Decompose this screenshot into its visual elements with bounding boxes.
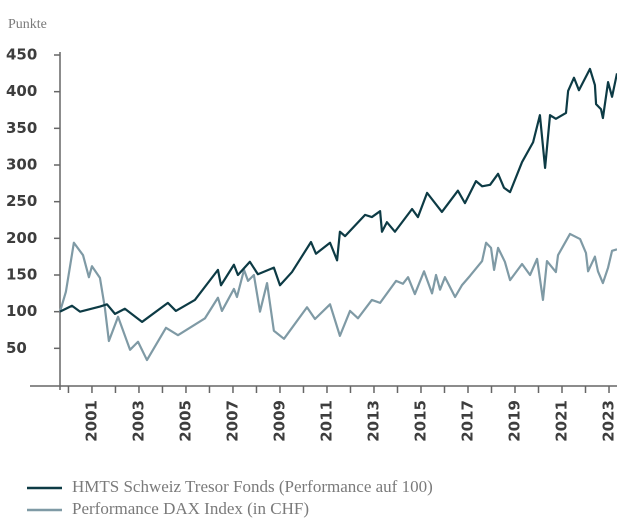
y-tick-label: 250 [6, 192, 37, 210]
x-tick-label: 2021 [553, 400, 571, 442]
y-tick-label: 50 [6, 339, 27, 357]
y-tick-label: 450 [6, 46, 37, 64]
legend-label: HMTS Schweiz Tresor Fonds (Performance a… [72, 477, 433, 496]
legend-label: Performance DAX Index (in CHF) [72, 499, 309, 518]
x-tick-label: 2015 [411, 400, 429, 442]
x-tick-label: 2017 [458, 400, 476, 442]
x-tick-label: 2001 [82, 400, 100, 442]
y-tick-label: 200 [6, 229, 37, 247]
x-tick-label: 2023 [600, 400, 617, 442]
y-axis-label: Punkte [8, 17, 47, 32]
x-tick-label: 2019 [506, 400, 524, 442]
y-tick-label: 350 [6, 119, 37, 137]
y-tick-label: 100 [6, 302, 37, 320]
x-tick-label: 2013 [364, 400, 382, 442]
x-tick-label: 2007 [223, 400, 241, 442]
x-tick-label: 2003 [129, 400, 147, 442]
y-tick-label: 400 [6, 82, 37, 100]
y-tick-label: 300 [6, 156, 37, 174]
x-tick-label: 2011 [317, 400, 335, 442]
y-tick-label: 150 [6, 266, 37, 284]
series-line [58, 232, 617, 362]
x-tick-label: 2005 [176, 400, 194, 442]
series-line [59, 67, 617, 324]
x-tick-label: 2009 [270, 400, 288, 442]
